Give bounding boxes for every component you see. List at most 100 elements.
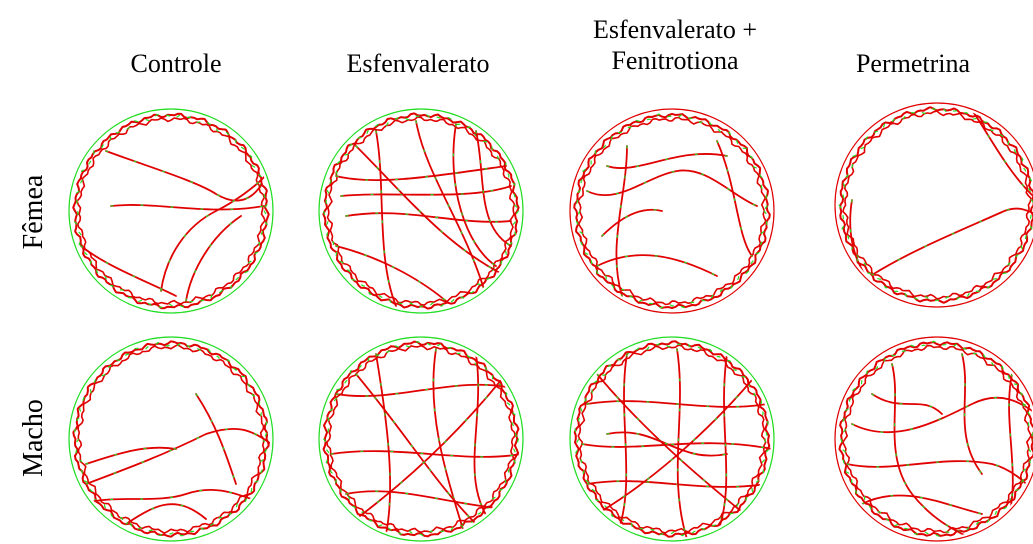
movement-tracks bbox=[573, 340, 771, 538]
movement-track bbox=[891, 363, 973, 538]
wall-track bbox=[322, 340, 520, 538]
movement-track bbox=[85, 427, 270, 485]
arena-boundary bbox=[569, 336, 775, 542]
movement-track bbox=[375, 130, 397, 307]
movement-track bbox=[80, 245, 177, 297]
wall-track bbox=[574, 341, 770, 537]
wall-track bbox=[573, 340, 771, 538]
movement-track bbox=[110, 204, 265, 211]
movement-track-highlight bbox=[601, 209, 663, 237]
movement-track bbox=[606, 153, 728, 169]
arena-boundary bbox=[834, 336, 1033, 542]
movement-track-highlight bbox=[375, 353, 391, 535]
movement-track bbox=[596, 373, 758, 515]
movement-track bbox=[195, 393, 237, 485]
movement-tracks bbox=[573, 112, 771, 310]
column-label-line-2: Fenitrotiona bbox=[611, 46, 739, 75]
movement-track-highlight bbox=[105, 150, 263, 202]
wall-track bbox=[838, 108, 1033, 302]
movement-track bbox=[160, 175, 266, 292]
movement-tracks bbox=[322, 112, 520, 310]
wall-track bbox=[573, 112, 771, 310]
column-label-esfenvalerato-fenitrotiona: Esfenvalerato + Fenitrotiona bbox=[570, 14, 780, 76]
movement-track bbox=[335, 245, 447, 302]
arena-femea-esfenvalerato bbox=[318, 108, 524, 314]
wall-track bbox=[76, 117, 266, 305]
movement-tracks bbox=[72, 112, 270, 310]
movement-track bbox=[330, 450, 520, 458]
arena-macho-controle bbox=[68, 336, 274, 542]
movement-track-highlight bbox=[355, 145, 507, 277]
movement-track-highlight bbox=[355, 373, 507, 520]
wall-track bbox=[838, 341, 1033, 537]
wall-track bbox=[323, 112, 519, 310]
column-label-esfenvalerato: Esfenvalerato bbox=[318, 48, 518, 79]
wall-track bbox=[326, 344, 516, 534]
column-label-text: Controle bbox=[130, 49, 222, 78]
movement-track-highlight bbox=[891, 363, 973, 538]
wall-track bbox=[839, 340, 1033, 538]
movement-track bbox=[676, 348, 688, 538]
movement-track-highlight bbox=[80, 489, 267, 505]
movement-track-highlight bbox=[335, 384, 517, 397]
arena-macho-esfenvalerato-fenitrotiona bbox=[569, 336, 775, 542]
arena-boundary bbox=[569, 108, 775, 314]
wall-track bbox=[73, 113, 269, 309]
movement-tracks bbox=[838, 340, 1033, 538]
movement-track bbox=[851, 396, 1033, 434]
movement-track bbox=[105, 150, 263, 202]
wall-track bbox=[574, 113, 770, 309]
arena-boundary bbox=[318, 336, 524, 542]
movement-track bbox=[473, 353, 497, 530]
movement-track-highlight bbox=[596, 254, 718, 277]
column-label-line-1: Esfenvalerato + bbox=[592, 15, 758, 44]
arena-macho-permetrina bbox=[834, 336, 1033, 542]
movement-track-highlight bbox=[606, 153, 728, 169]
movement-track bbox=[415, 120, 487, 297]
movement-track bbox=[871, 207, 1033, 276]
movement-track-highlight bbox=[160, 175, 266, 292]
movement-track bbox=[716, 353, 728, 535]
movement-track-highlight bbox=[586, 400, 768, 408]
movement-track-highlight bbox=[851, 397, 1033, 433]
movement-track-highlight bbox=[125, 503, 207, 525]
movement-track bbox=[432, 348, 467, 538]
movement-track-highlight bbox=[846, 460, 1033, 495]
movement-track bbox=[601, 208, 663, 237]
arena-femea-esfenvalerato-fenitrotiona bbox=[569, 108, 775, 314]
movement-track bbox=[871, 393, 943, 415]
movement-track bbox=[355, 145, 507, 277]
arena-boundary bbox=[834, 102, 1033, 308]
movement-track bbox=[345, 490, 507, 510]
movement-track bbox=[615, 145, 628, 297]
movement-track bbox=[586, 480, 768, 488]
movement-track bbox=[475, 130, 512, 247]
movement-track-highlight bbox=[432, 348, 467, 538]
movement-track bbox=[85, 446, 177, 465]
wall-track bbox=[73, 341, 269, 537]
wall-track bbox=[577, 344, 767, 534]
movement-track bbox=[345, 212, 512, 223]
movement-track bbox=[596, 254, 718, 277]
movement-track-highlight bbox=[861, 494, 983, 515]
row-label-macho: Macho bbox=[18, 399, 49, 477]
column-label-permetrina: Permetrina bbox=[838, 48, 988, 79]
movement-tracks bbox=[72, 340, 270, 538]
arena-femea-controle bbox=[68, 108, 274, 314]
wall-track bbox=[323, 340, 519, 538]
movement-track bbox=[846, 460, 1033, 495]
movement-track bbox=[616, 353, 628, 535]
wall-track bbox=[842, 344, 1032, 534]
wall-track bbox=[326, 116, 516, 306]
arena-femea-permetrina bbox=[834, 102, 1033, 308]
arena-boundary bbox=[318, 108, 524, 314]
movement-tracks bbox=[838, 106, 1033, 304]
movement-track-highlight bbox=[185, 215, 242, 302]
arena-macho-esfenvalerato bbox=[318, 336, 524, 542]
wall-track bbox=[842, 110, 1032, 300]
movement-track bbox=[375, 353, 392, 535]
movement-track-highlight bbox=[616, 353, 628, 535]
column-label-text: Esfenvalerato bbox=[346, 49, 490, 78]
row-label-femea: Fêmea bbox=[18, 174, 49, 250]
movement-track bbox=[452, 123, 497, 267]
